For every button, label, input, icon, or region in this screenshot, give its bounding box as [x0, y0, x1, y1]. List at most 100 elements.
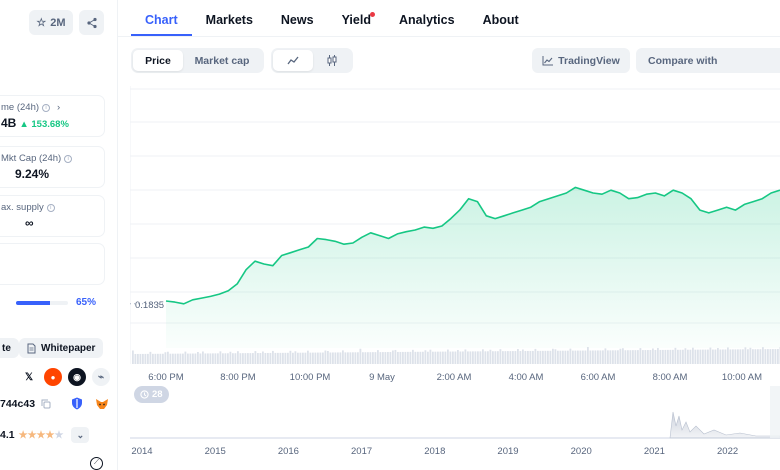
- volume-bar: [404, 351, 407, 364]
- volume-bar: [169, 353, 172, 364]
- volume-bar: [152, 353, 154, 364]
- tradingview-button[interactable]: TradingView: [532, 48, 630, 73]
- volume-bar: [189, 353, 192, 364]
- volume-bar: [749, 347, 752, 364]
- volume-bar: [689, 349, 692, 364]
- volume-bar: [429, 349, 432, 364]
- volume-bar: [214, 353, 217, 364]
- volume-bar: [162, 353, 164, 364]
- volume-bar: [772, 349, 774, 364]
- volume-bar: [722, 349, 724, 364]
- stat-value: 9.24%: [15, 167, 50, 181]
- link-icon[interactable]: ⌁: [92, 368, 110, 386]
- volume-bar: [449, 351, 452, 364]
- volume-bar: [242, 353, 244, 364]
- tab-analytics[interactable]: Analytics: [398, 13, 455, 27]
- volume-bar: [347, 352, 349, 364]
- progress-percent: 65%: [76, 297, 97, 308]
- reddit-icon[interactable]: ●: [44, 368, 62, 386]
- github-icon[interactable]: ◉: [68, 368, 86, 386]
- volume-bar: [532, 350, 534, 364]
- volume-bar: [712, 349, 714, 364]
- volume-bar: [412, 349, 414, 364]
- copy-icon[interactable]: [41, 399, 51, 409]
- share-button[interactable]: [79, 10, 104, 35]
- x-tick-label: 2:00 AM: [437, 372, 472, 383]
- info-icon[interactable]: i: [64, 154, 73, 163]
- volume-bar: [602, 350, 604, 364]
- volume-bar: [259, 353, 262, 364]
- candlestick-button[interactable]: [313, 50, 351, 71]
- info-icon[interactable]: i: [42, 103, 51, 112]
- volume-bar: [584, 350, 587, 364]
- volume-bar: [762, 347, 764, 364]
- compare-with-select[interactable]: Compare with: [636, 48, 780, 73]
- volume-bar: [454, 351, 457, 364]
- range-overview[interactable]: [130, 386, 780, 439]
- overview-selection[interactable]: [770, 386, 780, 438]
- watchlist-button[interactable]: ☆ 2M: [29, 10, 73, 35]
- price-marketcap-toggle: Price Market cap: [131, 48, 264, 73]
- volume-bar: [537, 350, 539, 364]
- volume-bar: [599, 350, 602, 364]
- x-twitter-icon[interactable]: 𝕏: [24, 371, 34, 383]
- price-toggle[interactable]: Price: [133, 50, 183, 71]
- volume-bar: [262, 351, 264, 364]
- overview-year-label: 2020: [571, 446, 592, 457]
- stat-value: ∞: [25, 216, 34, 230]
- volume-bar: [697, 349, 699, 364]
- tradingview-label: TradingView: [558, 54, 620, 67]
- metamask-icon[interactable]: [95, 398, 109, 410]
- chart-section-tabs: Chart Markets News Yield Analytics About: [131, 0, 533, 36]
- volume-bar: [559, 350, 562, 364]
- line-chart-button[interactable]: [273, 50, 313, 71]
- volume-bar: [424, 350, 427, 364]
- overview-year-label: 2018: [424, 446, 445, 457]
- chart-type-toggle: [271, 48, 353, 73]
- tab-about[interactable]: About: [482, 13, 519, 27]
- rating-row[interactable]: 4.1 ★★★★★ ⌄: [0, 427, 90, 443]
- market-cap-toggle[interactable]: Market cap: [194, 54, 250, 67]
- tab-markets[interactable]: Markets: [205, 13, 253, 27]
- price-chart[interactable]: 0.1835 6:00 PM 8:00 PM 10:00 PM 9 May 2:00 A…: [130, 86, 780, 470]
- volume-bar: [349, 352, 352, 364]
- whitepaper-link[interactable]: Whitepaper: [19, 338, 104, 358]
- info-icon[interactable]: i: [46, 203, 55, 212]
- volume-bar: [754, 349, 757, 364]
- volume-bars: [132, 347, 780, 364]
- volume-bar: [257, 353, 259, 364]
- stat-label: Mkt Cap (24h): [1, 153, 62, 164]
- volume-bar: [359, 348, 362, 364]
- volume-bar: [204, 353, 207, 364]
- volume-bar: [362, 352, 364, 364]
- chevron-down-icon[interactable]: ⌄: [71, 427, 90, 443]
- x-tick-label: 6:00 AM: [581, 372, 616, 383]
- volume-bar: [417, 351, 419, 364]
- compass-icon[interactable]: ⟋: [90, 457, 103, 470]
- volume-bar: [757, 349, 759, 364]
- shield-icon[interactable]: [71, 397, 83, 410]
- range-badge[interactable]: 28: [134, 386, 169, 403]
- tab-chart[interactable]: Chart: [131, 13, 192, 36]
- volume-bar: [552, 348, 554, 364]
- tab-yield[interactable]: Yield: [328, 12, 385, 36]
- volume-bar: [667, 349, 669, 364]
- x-tick-label: 10:00 PM: [290, 372, 331, 383]
- volume-bar: [739, 349, 742, 364]
- volume-bar: [314, 352, 317, 364]
- volume-bar: [729, 349, 732, 364]
- volume-bar: [619, 348, 622, 364]
- volume-bar: [659, 349, 662, 364]
- volume-bar: [272, 350, 274, 364]
- volume-bar: [154, 353, 157, 364]
- website-link[interactable]: te: [0, 338, 19, 358]
- x-tick-label: 6:00 PM: [148, 372, 183, 383]
- volume-bar: [547, 350, 549, 364]
- volume-bar: [202, 351, 204, 364]
- volume-bar: [442, 351, 444, 364]
- tab-news[interactable]: News: [280, 13, 314, 27]
- volume-bar: [469, 351, 472, 364]
- line-chart-icon: [287, 56, 299, 64]
- chevron-right-icon[interactable]: ›: [57, 102, 61, 113]
- volume-bar: [304, 352, 307, 364]
